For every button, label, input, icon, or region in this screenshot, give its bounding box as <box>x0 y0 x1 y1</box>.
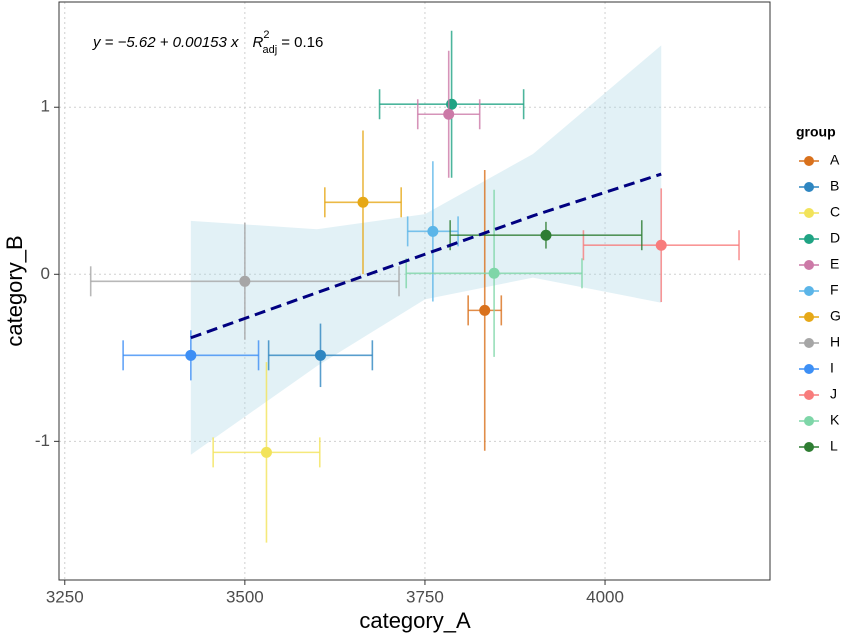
legend-key-point <box>804 208 814 218</box>
y-tick-label: 1 <box>41 97 50 116</box>
legend-label: K <box>830 412 840 428</box>
legend-label: D <box>830 230 840 246</box>
legend-label: G <box>830 308 841 324</box>
legend-key-point <box>804 364 814 374</box>
fit-line <box>190 172 662 340</box>
point <box>260 446 272 458</box>
legend-key-point <box>804 286 814 296</box>
y-tick-label: 0 <box>41 264 50 283</box>
legend-label: J <box>830 386 837 402</box>
legend-key-point <box>804 156 814 166</box>
legend-key-point <box>804 260 814 270</box>
plot-frame <box>58 1 771 581</box>
point <box>185 349 197 361</box>
point <box>357 196 369 208</box>
legend-label: B <box>830 178 839 194</box>
legend-key-point <box>804 338 814 348</box>
x-axis-title: category_A <box>359 608 471 633</box>
legend-label: F <box>830 282 839 298</box>
legend-key-point <box>804 390 814 400</box>
confidence-band <box>190 45 662 455</box>
r2-symbol: R <box>253 34 264 51</box>
x-tick-label: 3750 <box>406 587 444 606</box>
legend-title: group <box>796 124 836 140</box>
legend-label: I <box>830 360 834 376</box>
r2-superscript: 2 <box>263 29 269 41</box>
point <box>446 98 458 110</box>
legend-key-point <box>804 442 814 452</box>
point <box>488 267 500 279</box>
legend-label: E <box>830 256 839 272</box>
x-tick-label: 3500 <box>226 587 264 606</box>
r2-value: = 0.16 <box>281 34 323 51</box>
legend-key-point <box>804 312 814 322</box>
r2-subscript: adj <box>263 44 278 56</box>
point <box>239 275 251 287</box>
x-tick-label: 3250 <box>46 587 84 606</box>
y-axis-title: category_B <box>2 235 27 346</box>
annotation: y = −5.62 + 0.00153 x R2 adj = 0.16 <box>92 29 323 56</box>
point <box>655 239 667 251</box>
point <box>540 229 552 241</box>
legend-key-point <box>804 182 814 192</box>
equation: y = −5.62 + 0.00153 x <box>92 34 239 51</box>
legend-label: H <box>830 334 840 350</box>
y-tick-label: -1 <box>35 431 50 450</box>
point <box>443 108 455 120</box>
legend-label: A <box>830 152 840 168</box>
point <box>314 349 326 361</box>
x-tick-label: 4000 <box>586 587 624 606</box>
point <box>427 225 439 237</box>
legend-label: C <box>830 204 840 220</box>
legend-key-point <box>804 416 814 426</box>
legend-key-point <box>804 234 814 244</box>
point <box>479 304 491 316</box>
legend-label: L <box>830 438 838 454</box>
